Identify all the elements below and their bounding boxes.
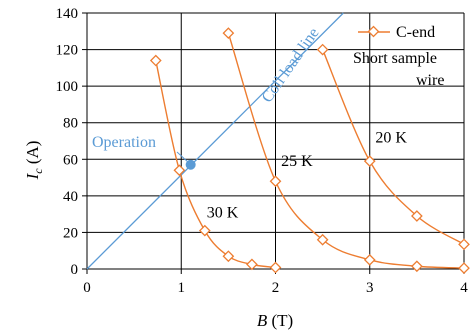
data-point-marker: [149, 54, 162, 67]
data-point-marker: [222, 250, 235, 263]
y-axis-title: Ic (A): [23, 141, 45, 181]
data-point-marker: [173, 164, 186, 177]
series-temperature-label: 20 K: [375, 129, 407, 146]
grid: [87, 12, 465, 269]
y-tick-label: 80: [63, 116, 78, 132]
data-point-marker: [246, 258, 258, 271]
data-point-marker: [222, 27, 235, 39]
operation-point: [185, 159, 196, 170]
x-tick-label: 4: [460, 280, 468, 296]
load-line: [86, 12, 344, 270]
x-tick-label: 3: [366, 280, 374, 296]
legend: C-end Short sample wire: [353, 24, 444, 89]
y-tick-label: 100: [56, 79, 79, 95]
data-point-marker: [316, 233, 329, 246]
x-tick-label: 1: [178, 280, 186, 296]
legend-label-2: Short sample: [353, 50, 437, 67]
legend-label-1: C-end: [396, 24, 435, 41]
series-temperature-label: 30 K: [207, 204, 239, 221]
data-point-marker: [363, 253, 376, 266]
operation-group: Operation: [92, 134, 196, 170]
y-tick-labels: 0 20 40 60 80 100 120 140: [56, 6, 79, 278]
y-tick-label: 0: [71, 262, 79, 278]
data-point-marker: [269, 175, 282, 188]
y-tick-label: 40: [63, 189, 78, 205]
y-tick-label: 20: [63, 225, 78, 241]
data-point-marker: [458, 262, 470, 274]
x-tick-label: 0: [83, 280, 91, 296]
x-tick-labels: 0 1 2 3 4: [83, 280, 468, 296]
series-temperature-label: 25 K: [281, 153, 313, 170]
legend-label-3: wire: [416, 72, 444, 89]
series-line: [321, 49, 465, 245]
data-point-marker: [411, 210, 423, 222]
data-point-marker: [198, 224, 211, 237]
x-axis-title: B (T): [257, 311, 293, 330]
series-group: 30 K 25 K 20 K: [149, 27, 470, 274]
operation-label: Operation: [92, 134, 156, 151]
y-tick-label: 140: [56, 6, 79, 22]
data-point-marker: [316, 43, 329, 56]
operation-leader-line: [176, 151, 189, 163]
x-tick-label: 2: [272, 280, 280, 296]
legend-marker: [367, 25, 380, 38]
data-point-marker: [411, 260, 423, 273]
data-point-marker: [363, 155, 376, 167]
y-tick-label: 120: [56, 43, 79, 59]
data-point-marker: [269, 261, 282, 274]
data-point-marker: [458, 238, 470, 251]
y-tick-label: 60: [63, 152, 78, 168]
